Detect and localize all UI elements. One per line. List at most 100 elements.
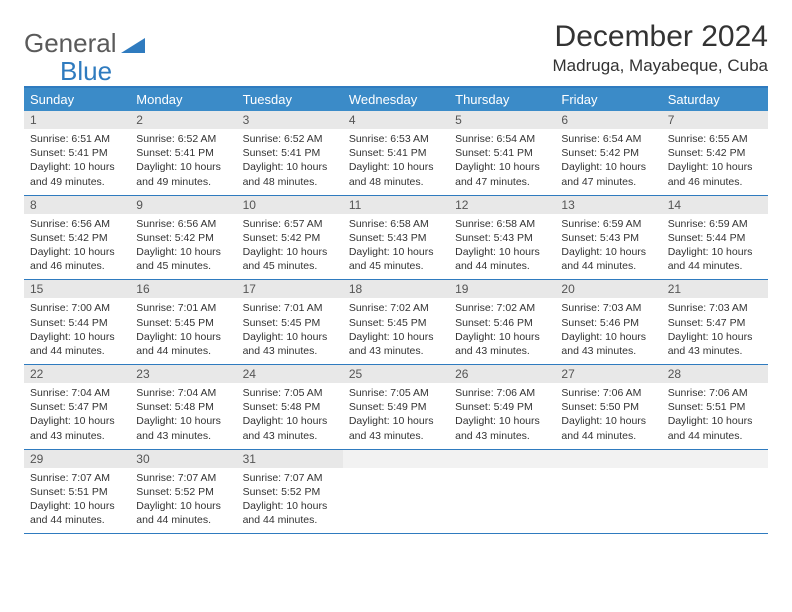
day-number: 22: [24, 365, 130, 383]
calendar-cell: 8Sunrise: 6:56 AMSunset: 5:42 PMDaylight…: [24, 195, 130, 280]
day-number: 25: [343, 365, 449, 383]
header-row: General December 2024 Madruga, Mayabeque…: [24, 20, 768, 76]
calendar-cell: 21Sunrise: 7:03 AMSunset: 5:47 PMDayligh…: [662, 280, 768, 365]
calendar-cell: 17Sunrise: 7:01 AMSunset: 5:45 PMDayligh…: [237, 280, 343, 365]
logo-triangle-icon: [121, 35, 145, 53]
calendar-cell: 4Sunrise: 6:53 AMSunset: 5:41 PMDaylight…: [343, 111, 449, 195]
calendar-cell: 15Sunrise: 7:00 AMSunset: 5:44 PMDayligh…: [24, 280, 130, 365]
calendar-cell: 30Sunrise: 7:07 AMSunset: 5:52 PMDayligh…: [130, 449, 236, 534]
day-number: [555, 450, 661, 468]
day-number: [343, 450, 449, 468]
calendar-row: 15Sunrise: 7:00 AMSunset: 5:44 PMDayligh…: [24, 280, 768, 365]
day-number: 14: [662, 196, 768, 214]
weekday-header: Monday: [130, 88, 236, 111]
calendar-cell: 27Sunrise: 7:06 AMSunset: 5:50 PMDayligh…: [555, 365, 661, 450]
calendar-cell: 1Sunrise: 6:51 AMSunset: 5:41 PMDaylight…: [24, 111, 130, 195]
day-number: 18: [343, 280, 449, 298]
title-block: December 2024 Madruga, Mayabeque, Cuba: [553, 20, 768, 76]
calendar-cell: 25Sunrise: 7:05 AMSunset: 5:49 PMDayligh…: [343, 365, 449, 450]
day-body: [555, 468, 661, 524]
day-number: 24: [237, 365, 343, 383]
logo-text-general: General: [24, 28, 117, 59]
calendar-cell: 9Sunrise: 6:56 AMSunset: 5:42 PMDaylight…: [130, 195, 236, 280]
day-body: Sunrise: 7:05 AMSunset: 5:48 PMDaylight:…: [237, 383, 343, 449]
day-number: 16: [130, 280, 236, 298]
calendar-cell: 10Sunrise: 6:57 AMSunset: 5:42 PMDayligh…: [237, 195, 343, 280]
calendar-row: 22Sunrise: 7:04 AMSunset: 5:47 PMDayligh…: [24, 365, 768, 450]
day-body: Sunrise: 6:58 AMSunset: 5:43 PMDaylight:…: [343, 214, 449, 280]
day-body: Sunrise: 6:59 AMSunset: 5:44 PMDaylight:…: [662, 214, 768, 280]
day-number: 20: [555, 280, 661, 298]
day-number: 17: [237, 280, 343, 298]
calendar-cell: 19Sunrise: 7:02 AMSunset: 5:46 PMDayligh…: [449, 280, 555, 365]
day-number: 8: [24, 196, 130, 214]
calendar-cell: 18Sunrise: 7:02 AMSunset: 5:45 PMDayligh…: [343, 280, 449, 365]
day-body: Sunrise: 7:02 AMSunset: 5:45 PMDaylight:…: [343, 298, 449, 364]
day-number: 23: [130, 365, 236, 383]
month-title: December 2024: [553, 20, 768, 54]
day-body: Sunrise: 7:01 AMSunset: 5:45 PMDaylight:…: [237, 298, 343, 364]
calendar-cell: 23Sunrise: 7:04 AMSunset: 5:48 PMDayligh…: [130, 365, 236, 450]
day-body: Sunrise: 7:03 AMSunset: 5:47 PMDaylight:…: [662, 298, 768, 364]
calendar-cell: 16Sunrise: 7:01 AMSunset: 5:45 PMDayligh…: [130, 280, 236, 365]
weekday-header: Saturday: [662, 88, 768, 111]
day-number: 19: [449, 280, 555, 298]
day-number: 13: [555, 196, 661, 214]
calendar-cell: 13Sunrise: 6:59 AMSunset: 5:43 PMDayligh…: [555, 195, 661, 280]
weekday-header: Sunday: [24, 88, 130, 111]
logo: General: [24, 20, 145, 59]
calendar-cell: 29Sunrise: 7:07 AMSunset: 5:51 PMDayligh…: [24, 449, 130, 534]
day-body: Sunrise: 7:01 AMSunset: 5:45 PMDaylight:…: [130, 298, 236, 364]
day-body: Sunrise: 6:58 AMSunset: 5:43 PMDaylight:…: [449, 214, 555, 280]
calendar-cell: 12Sunrise: 6:58 AMSunset: 5:43 PMDayligh…: [449, 195, 555, 280]
calendar-cell: 24Sunrise: 7:05 AMSunset: 5:48 PMDayligh…: [237, 365, 343, 450]
day-number: 21: [662, 280, 768, 298]
weekday-header: Friday: [555, 88, 661, 111]
day-number: 29: [24, 450, 130, 468]
day-number: 9: [130, 196, 236, 214]
calendar-cell: 22Sunrise: 7:04 AMSunset: 5:47 PMDayligh…: [24, 365, 130, 450]
day-body: Sunrise: 7:03 AMSunset: 5:46 PMDaylight:…: [555, 298, 661, 364]
day-number: 2: [130, 111, 236, 129]
day-body: [449, 468, 555, 524]
calendar-cell: 14Sunrise: 6:59 AMSunset: 5:44 PMDayligh…: [662, 195, 768, 280]
calendar-cell-empty: [343, 449, 449, 534]
day-number: 26: [449, 365, 555, 383]
day-number: 28: [662, 365, 768, 383]
day-body: Sunrise: 6:56 AMSunset: 5:42 PMDaylight:…: [24, 214, 130, 280]
day-body: Sunrise: 7:07 AMSunset: 5:51 PMDaylight:…: [24, 468, 130, 534]
day-body: Sunrise: 7:06 AMSunset: 5:50 PMDaylight:…: [555, 383, 661, 449]
calendar-row: 1Sunrise: 6:51 AMSunset: 5:41 PMDaylight…: [24, 111, 768, 195]
calendar-cell: 7Sunrise: 6:55 AMSunset: 5:42 PMDaylight…: [662, 111, 768, 195]
day-number: 11: [343, 196, 449, 214]
calendar-table: SundayMondayTuesdayWednesdayThursdayFrid…: [24, 88, 768, 534]
day-body: Sunrise: 6:52 AMSunset: 5:41 PMDaylight:…: [130, 129, 236, 195]
day-body: Sunrise: 7:02 AMSunset: 5:46 PMDaylight:…: [449, 298, 555, 364]
day-body: Sunrise: 7:04 AMSunset: 5:47 PMDaylight:…: [24, 383, 130, 449]
calendar-cell: 3Sunrise: 6:52 AMSunset: 5:41 PMDaylight…: [237, 111, 343, 195]
weekday-header: Tuesday: [237, 88, 343, 111]
day-number: 30: [130, 450, 236, 468]
day-body: [662, 468, 768, 524]
weekday-header-row: SundayMondayTuesdayWednesdayThursdayFrid…: [24, 88, 768, 111]
calendar-row: 29Sunrise: 7:07 AMSunset: 5:51 PMDayligh…: [24, 449, 768, 534]
day-body: Sunrise: 6:56 AMSunset: 5:42 PMDaylight:…: [130, 214, 236, 280]
day-body: Sunrise: 6:59 AMSunset: 5:43 PMDaylight:…: [555, 214, 661, 280]
day-number: 27: [555, 365, 661, 383]
day-number: 1: [24, 111, 130, 129]
day-number: 10: [237, 196, 343, 214]
day-body: Sunrise: 7:06 AMSunset: 5:51 PMDaylight:…: [662, 383, 768, 449]
calendar-cell-empty: [555, 449, 661, 534]
day-number: 7: [662, 111, 768, 129]
calendar-cell: 2Sunrise: 6:52 AMSunset: 5:41 PMDaylight…: [130, 111, 236, 195]
day-body: Sunrise: 6:54 AMSunset: 5:42 PMDaylight:…: [555, 129, 661, 195]
calendar-body: 1Sunrise: 6:51 AMSunset: 5:41 PMDaylight…: [24, 111, 768, 534]
day-body: Sunrise: 7:07 AMSunset: 5:52 PMDaylight:…: [237, 468, 343, 534]
calendar-cell: 6Sunrise: 6:54 AMSunset: 5:42 PMDaylight…: [555, 111, 661, 195]
day-number: 12: [449, 196, 555, 214]
weekday-header: Wednesday: [343, 88, 449, 111]
day-body: Sunrise: 6:52 AMSunset: 5:41 PMDaylight:…: [237, 129, 343, 195]
day-number: 15: [24, 280, 130, 298]
calendar-cell: 11Sunrise: 6:58 AMSunset: 5:43 PMDayligh…: [343, 195, 449, 280]
day-number: [449, 450, 555, 468]
